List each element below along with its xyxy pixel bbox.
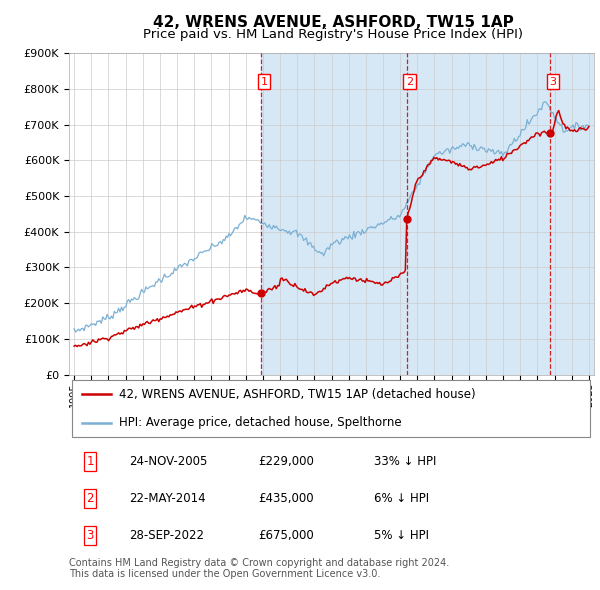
Text: 1: 1 <box>260 77 268 87</box>
Text: £435,000: £435,000 <box>258 492 314 505</box>
Text: 2: 2 <box>406 77 413 87</box>
Text: 3: 3 <box>86 529 94 542</box>
Text: 5% ↓ HPI: 5% ↓ HPI <box>373 529 428 542</box>
Text: £229,000: £229,000 <box>258 455 314 468</box>
Text: 2: 2 <box>86 492 94 505</box>
FancyBboxPatch shape <box>71 380 590 437</box>
Text: 3: 3 <box>550 77 556 87</box>
Bar <box>262 53 407 375</box>
Text: 28-SEP-2022: 28-SEP-2022 <box>130 529 205 542</box>
Text: 22-MAY-2014: 22-MAY-2014 <box>130 492 206 505</box>
Text: 33% ↓ HPI: 33% ↓ HPI <box>373 455 436 468</box>
Text: 42, WRENS AVENUE, ASHFORD, TW15 1AP: 42, WRENS AVENUE, ASHFORD, TW15 1AP <box>152 15 514 30</box>
Bar <box>550 53 594 375</box>
Text: Price paid vs. HM Land Registry's House Price Index (HPI): Price paid vs. HM Land Registry's House … <box>143 28 523 41</box>
Text: 6% ↓ HPI: 6% ↓ HPI <box>373 492 428 505</box>
Text: £675,000: £675,000 <box>258 529 314 542</box>
Text: HPI: Average price, detached house, Spelthorne: HPI: Average price, detached house, Spel… <box>119 417 401 430</box>
Text: 1: 1 <box>86 455 94 468</box>
Text: Contains HM Land Registry data © Crown copyright and database right 2024.
This d: Contains HM Land Registry data © Crown c… <box>69 558 449 579</box>
Text: 24-NOV-2005: 24-NOV-2005 <box>130 455 208 468</box>
Text: 42, WRENS AVENUE, ASHFORD, TW15 1AP (detached house): 42, WRENS AVENUE, ASHFORD, TW15 1AP (det… <box>119 388 476 401</box>
Bar <box>407 53 550 375</box>
